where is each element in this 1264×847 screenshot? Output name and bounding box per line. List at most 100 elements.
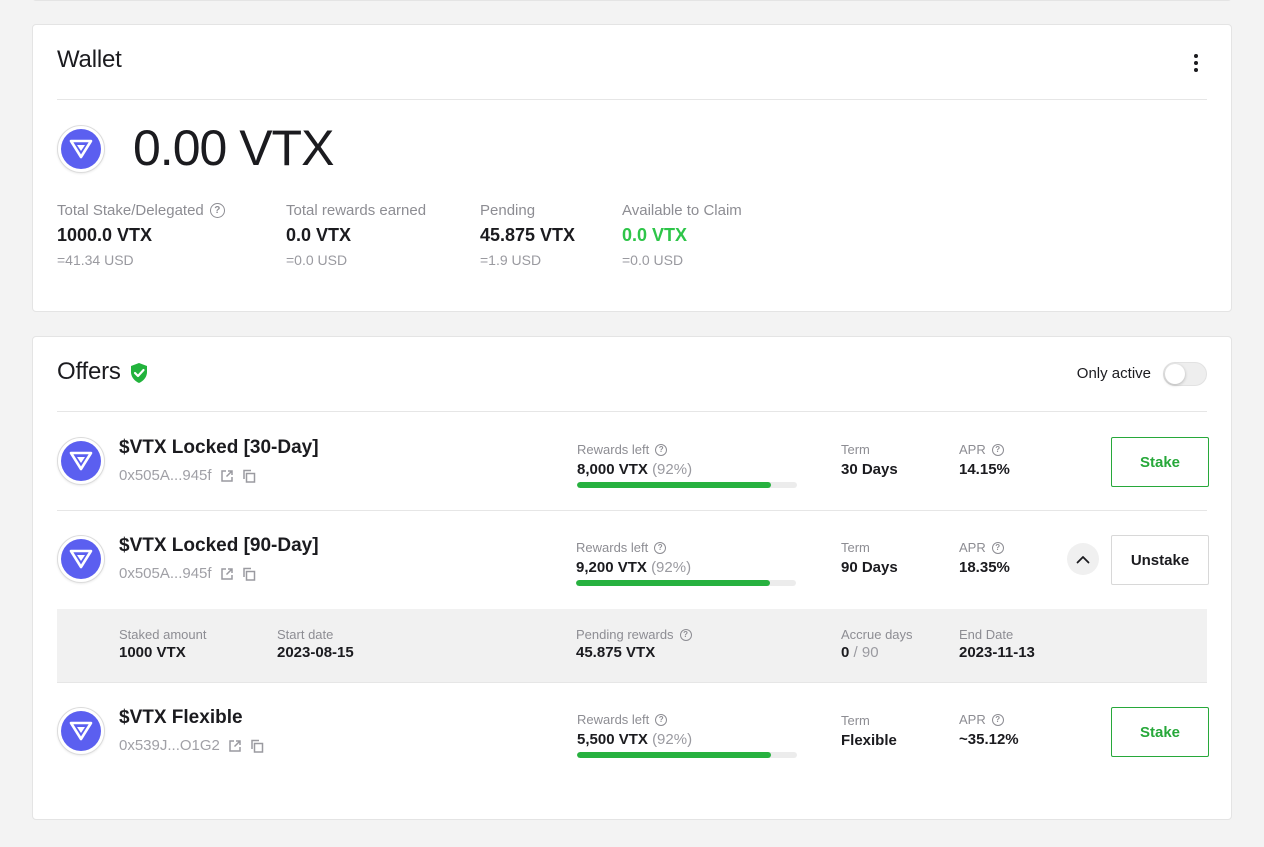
help-icon[interactable]: ?	[209, 203, 225, 218]
external-link-icon[interactable]	[228, 739, 242, 753]
apr-value: ~35.12%	[959, 731, 1019, 748]
wallet-card: Wallet 0.00 VTX Total Stake/Delegated? 1…	[32, 24, 1232, 312]
term: Term Flexible	[841, 713, 897, 749]
stat-label: Total rewards earned	[286, 202, 427, 219]
rewards-left: Rewards left? 8,000 VTX (92%)	[577, 442, 797, 488]
apr-label: APR	[959, 442, 986, 457]
offer-name: $VTX Locked [90-Day]	[119, 535, 319, 556]
external-link-icon[interactable]	[220, 469, 234, 483]
rewards-percent: (92%)	[652, 461, 693, 478]
help-icon[interactable]: ?	[654, 541, 667, 554]
rewards-percent: (92%)	[652, 731, 693, 748]
stat-value: 0.0 VTX	[622, 225, 688, 245]
start-date-label: Start date	[277, 627, 334, 642]
apr-label: APR	[959, 712, 986, 727]
end-date-value: 2023-11-13	[959, 644, 1035, 661]
rewards-progress-fill	[577, 482, 771, 488]
apr: APR? 18.35%	[959, 540, 1010, 576]
stat-label: Total Stake/Delegated	[57, 202, 204, 219]
rewards-left: Rewards left? 9,200 VTX (92%)	[576, 540, 796, 586]
stat-usd: =1.9 USD	[480, 252, 542, 268]
apr-value: 14.15%	[959, 461, 1010, 478]
rewards-value: 5,500 VTX	[577, 731, 648, 748]
apr-value: 18.35%	[959, 559, 1010, 576]
offer-address: 0x539J...O1G2	[119, 737, 220, 754]
start-date-value: 2023-08-15	[277, 644, 354, 661]
help-icon[interactable]: ?	[655, 713, 668, 726]
stat-label: Pending	[480, 202, 536, 219]
rewards-label: Rewards left	[577, 712, 650, 727]
accrue-days-label: Accrue days	[841, 627, 913, 642]
help-icon[interactable]: ?	[655, 443, 668, 456]
copy-icon[interactable]	[250, 739, 264, 753]
stake-button[interactable]: Stake	[1111, 437, 1209, 487]
offers-card: Offers Only active $VTX Locked [30-Day] …	[32, 336, 1232, 820]
vtx-logo-icon	[57, 535, 105, 583]
copy-icon[interactable]	[242, 567, 256, 581]
rewards-left: Rewards left? 5,500 VTX (92%)	[577, 712, 797, 758]
pending-rewards: Pending rewards? 45.875 VTX	[576, 627, 692, 661]
rewards-value: 9,200 VTX	[576, 559, 647, 576]
rewards-value: 8,000 VTX	[577, 461, 648, 478]
stat-usd: =0.0 USD	[622, 252, 684, 268]
staked-amount-label: Staked amount	[119, 627, 207, 642]
stat-total-rewards: Total rewards earned 0.0 VTX =0.0 USD	[286, 202, 426, 268]
rewards-progress-fill	[576, 580, 770, 586]
copy-icon[interactable]	[242, 469, 256, 483]
stat-value: 45.875 VTX	[480, 225, 576, 245]
help-icon[interactable]: ?	[679, 628, 692, 641]
rewards-progress-bar	[577, 752, 797, 758]
previous-card-edge	[32, 0, 1232, 1]
accrue-days-total: / 90	[853, 644, 879, 661]
stat-value: 0.0 VTX	[286, 225, 352, 245]
staked-amount: Staked amount 1000 VTX	[119, 627, 206, 661]
help-icon[interactable]: ?	[991, 541, 1004, 554]
stat-label: Available to Claim	[622, 202, 742, 219]
offer-info: $VTX Locked [90-Day] 0x505A...945f	[119, 535, 319, 582]
term: Term 30 Days	[841, 442, 898, 478]
stat-usd: =0.0 USD	[286, 252, 348, 268]
end-date: End Date 2023-11-13	[959, 627, 1035, 661]
accrue-days: Accrue days 0 / 90	[841, 627, 913, 661]
wallet-divider	[57, 99, 1207, 100]
vtx-logo-icon	[57, 125, 105, 173]
help-icon[interactable]: ?	[991, 713, 1004, 726]
term: Term 90 Days	[841, 540, 898, 576]
staked-amount-value: 1000 VTX	[119, 644, 186, 661]
only-active-label: Only active	[1076, 365, 1151, 382]
offer-name: $VTX Flexible	[119, 707, 243, 728]
term-value: 30 Days	[841, 461, 898, 478]
term-value: 90 Days	[841, 559, 898, 576]
help-icon[interactable]: ?	[991, 443, 1004, 456]
offer-address: 0x505A...945f	[119, 565, 212, 582]
stat-usd: =41.34 USD	[57, 252, 134, 268]
unstake-button[interactable]: Unstake	[1111, 535, 1209, 585]
term-label: Term	[841, 713, 870, 728]
offer-info: $VTX Flexible 0x539J...O1G2	[119, 707, 264, 754]
stat-value: 1000.0 VTX	[57, 225, 153, 245]
term-label: Term	[841, 540, 870, 555]
pending-rewards-label: Pending rewards	[576, 627, 674, 642]
collapse-chevron-up-icon[interactable]	[1067, 543, 1099, 575]
row-divider	[57, 682, 1207, 683]
wallet-balance: 0.00 VTX	[133, 120, 334, 176]
rewards-label: Rewards left	[576, 540, 649, 555]
wallet-title: Wallet	[57, 46, 122, 73]
offers-header: Offers	[57, 358, 149, 386]
accrue-days-value: 0	[841, 644, 850, 661]
rewards-progress-bar	[577, 482, 797, 488]
stat-total-stake: Total Stake/Delegated? 1000.0 VTX =41.34…	[57, 202, 225, 268]
more-options-icon[interactable]	[1187, 53, 1205, 73]
vtx-logo-icon	[57, 707, 105, 755]
vtx-logo-icon	[57, 437, 105, 485]
only-active-toggle[interactable]	[1163, 362, 1207, 386]
rewards-progress-bar	[576, 580, 796, 586]
apr-label: APR	[959, 540, 986, 555]
external-link-icon[interactable]	[220, 567, 234, 581]
start-date: Start date 2023-08-15	[277, 627, 354, 661]
rewards-progress-fill	[577, 752, 771, 758]
stake-button[interactable]: Stake	[1111, 707, 1209, 757]
apr: APR? 14.15%	[959, 442, 1010, 478]
offers-divider	[57, 411, 1207, 412]
offer-info: $VTX Locked [30-Day] 0x505A...945f	[119, 437, 319, 484]
